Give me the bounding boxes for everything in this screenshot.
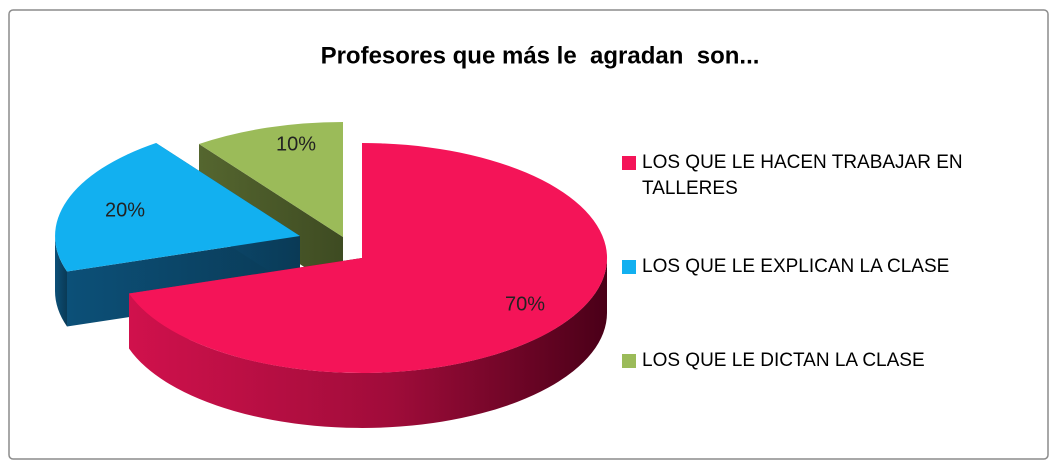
legend-entry: LOS QUE LE EXPLICAN LA CLASE (622, 254, 1022, 280)
legend-swatch (622, 354, 636, 368)
legend-swatch (622, 156, 636, 170)
slice (199, 122, 343, 237)
slice-side (67, 236, 300, 327)
legend-entry: LOS QUE LE DICTAN LA CLASE (622, 348, 1022, 374)
legend-swatch (622, 260, 636, 274)
data-label: 70% (505, 293, 545, 315)
legend-label: LOS QUE LE HACEN TRABAJAR EN TALLERES (642, 152, 963, 199)
pie (55, 122, 608, 428)
data-label: 10% (276, 133, 316, 155)
slice-wall (55, 236, 67, 327)
slice-wall (129, 258, 607, 428)
legend-entry: LOS QUE LE HACEN TRABAJAR EN TALLERES (622, 150, 1022, 202)
slice (55, 143, 301, 272)
legend-label: LOS QUE LE DICTAN LA CLASE (642, 350, 925, 371)
data-label: 20% (105, 199, 145, 221)
slice (129, 143, 608, 373)
legend-label: LOS QUE LE EXPLICAN LA CLASE (642, 256, 950, 277)
chart-title: Profesores que más le agradan son... (321, 42, 760, 69)
